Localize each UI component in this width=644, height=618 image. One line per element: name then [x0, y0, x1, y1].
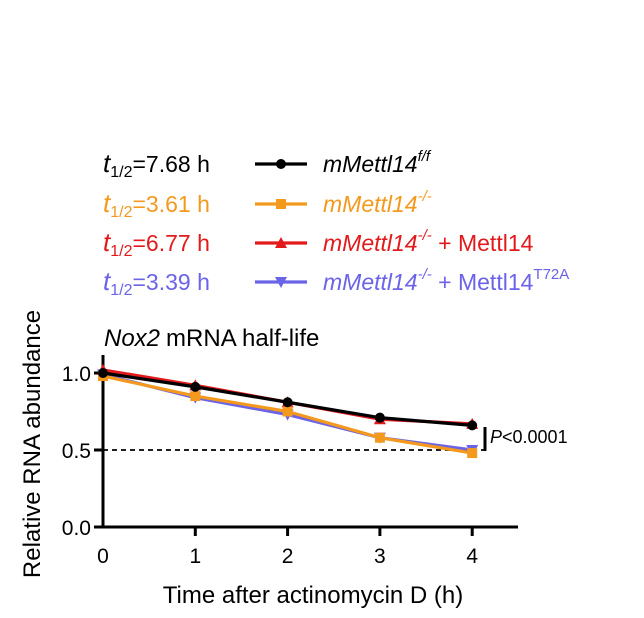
data-point — [282, 406, 293, 417]
chart-title: Nox2 mRNA half-life — [104, 325, 319, 352]
y-tick-label: 0.5 — [62, 440, 91, 463]
p-value-text: P<0.0001 — [490, 427, 568, 447]
y-tick-label: 1.0 — [62, 363, 91, 386]
x-tick-label: 1 — [189, 545, 201, 568]
title-gene: Nox2 — [104, 325, 160, 352]
series-name: mMettl14 — [323, 191, 418, 217]
series-suffix: + Mettl14 — [432, 230, 534, 256]
title-text: mRNA half-life — [166, 325, 319, 352]
y-tick-label: 0.0 — [62, 517, 91, 540]
data-point — [467, 420, 478, 431]
legend: t1/2=7.68 h mMettl14f/ft1/2=3.61 h mMettl1… — [103, 148, 569, 299]
half-life-label: t1/2=3.61 h — [103, 188, 210, 221]
legend-label: mMettl14-/- + Mettl14 — [323, 227, 534, 256]
series-name: mMettl14 — [323, 151, 418, 177]
half-life-value: =3.61 h — [132, 191, 209, 217]
series-name: mMettl14 — [323, 269, 418, 295]
x-tick-label: 4 — [466, 545, 478, 568]
data-point — [190, 391, 201, 402]
legend-marker — [275, 237, 287, 248]
half-life-symbol: t — [103, 227, 112, 257]
data-point — [374, 412, 385, 423]
p-value: <0.0001 — [502, 427, 568, 447]
data-point — [282, 397, 293, 408]
series-0 — [98, 368, 478, 431]
data-point — [467, 448, 478, 459]
plot-area — [97, 363, 479, 459]
series-1 — [98, 371, 478, 459]
legend-label: mMettl14-/- — [323, 188, 432, 217]
half-life-symbol: t — [103, 148, 112, 178]
series-genotype: -/- — [418, 266, 432, 283]
x-tick-label: 3 — [374, 545, 386, 568]
legend-label: mMettl14-/- + Mettl14T72A — [323, 266, 569, 295]
data-point — [190, 381, 201, 392]
half-life-label: t1/2=7.68 h — [103, 148, 210, 181]
x-tick-label: 0 — [97, 545, 109, 568]
half-life-subscript: 1/2 — [110, 243, 132, 260]
data-point — [374, 432, 385, 443]
half-life-value: =3.39 h — [132, 269, 209, 295]
half-life-subscript: 1/2 — [110, 282, 132, 299]
legend-entry-0: t1/2=7.68 h mMettl14f/f — [103, 148, 432, 181]
legend-entry-3: t1/2=3.39 h mMettl14-/- + Mettl14T72A — [103, 266, 569, 299]
half-life-label: t1/2=3.39 h — [103, 266, 210, 299]
half-life-symbol: t — [103, 266, 112, 296]
legend-entry-1: t1/2=3.61 h mMettl14-/- — [103, 188, 432, 221]
half-life-symbol: t — [103, 188, 112, 218]
legend-marker — [276, 159, 286, 169]
y-axis-label: Relative RNA abundance — [19, 310, 46, 578]
series-genotype: f/f — [418, 148, 432, 165]
series-genotype: -/- — [418, 188, 432, 205]
legend-marker — [275, 277, 287, 288]
x-axis-label: Time after actinomycin D (h) — [163, 582, 464, 609]
half-life-subscript: 1/2 — [110, 164, 132, 181]
p-label: P — [490, 427, 502, 447]
half-life-subscript: 1/2 — [110, 204, 132, 221]
x-tick-label: 2 — [282, 545, 294, 568]
half-life-value: =6.77 h — [132, 230, 209, 256]
legend-label: mMettl14f/f — [323, 148, 432, 177]
series-suffix-sup: T72A — [533, 266, 569, 283]
half-life-label: t1/2=6.77 h — [103, 227, 210, 260]
legend-entry-2: t1/2=6.77 h mMettl14-/- + Mettl14 — [103, 227, 534, 260]
half-life-value: =7.68 h — [132, 151, 209, 177]
data-point — [98, 368, 108, 378]
series-suffix: + Mettl14 — [432, 269, 534, 295]
p-value-annotation: P<0.0001 — [483, 427, 568, 451]
axes: 0 1 2 3 4 0.0 0.5 1.0 — [62, 355, 518, 568]
series-name: mMettl14 — [323, 230, 418, 256]
series-genotype: -/- — [418, 227, 432, 244]
legend-marker — [276, 199, 286, 209]
